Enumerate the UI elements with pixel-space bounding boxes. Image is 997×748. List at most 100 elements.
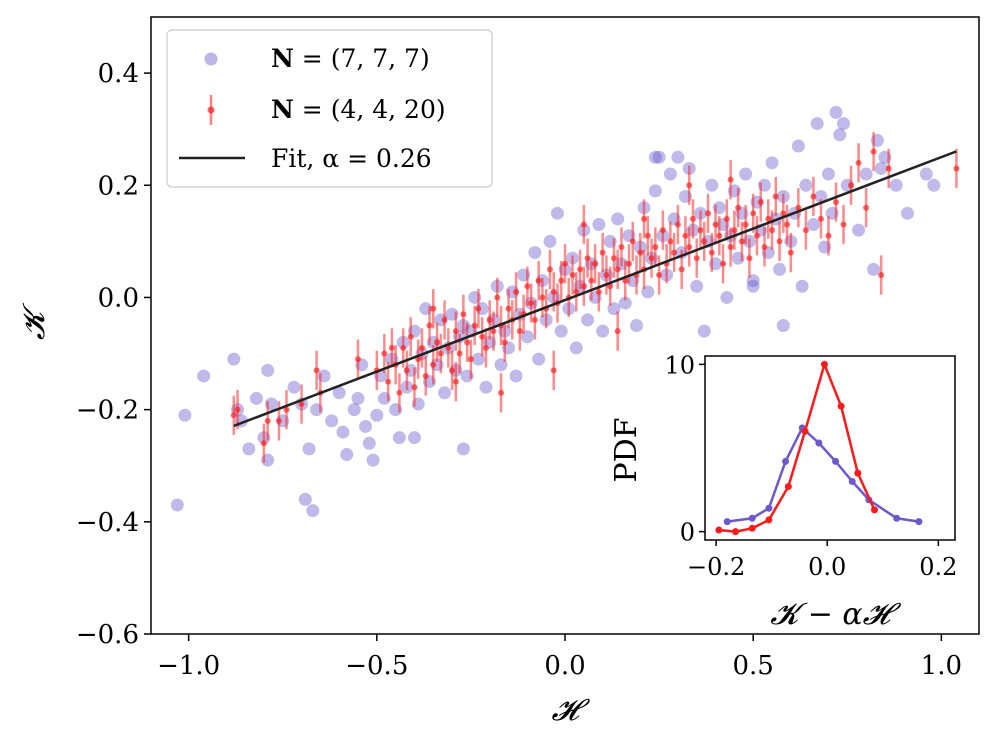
- purple-point: [178, 408, 192, 422]
- red-point: [840, 221, 847, 228]
- purple-point: [852, 223, 866, 237]
- red-point: [637, 249, 644, 256]
- purple-point: [821, 167, 835, 181]
- purple-point: [776, 319, 790, 332]
- inset-point: [832, 457, 840, 465]
- purple-point: [648, 150, 662, 164]
- purple-point: [837, 117, 851, 131]
- inset-y-axis-label: PDF: [609, 417, 644, 482]
- red-point: [422, 372, 429, 379]
- inset-point: [723, 518, 731, 526]
- red-point: [388, 344, 395, 351]
- red-point: [313, 367, 320, 374]
- legend-marker-red: [207, 106, 215, 114]
- y-tick-label: −0.2: [76, 396, 139, 426]
- red-point: [727, 243, 734, 250]
- inset-series-line: [718, 360, 876, 533]
- red-point: [513, 288, 520, 295]
- legend-marker-purple: [204, 52, 218, 66]
- legend-entry-1: N = (7, 7, 7): [271, 44, 430, 73]
- inset-point: [801, 427, 809, 435]
- red-point: [467, 356, 474, 363]
- red-point: [546, 266, 553, 273]
- purple-point: [532, 352, 546, 366]
- inset-x-axis-label: 𝓚 − α𝓗: [770, 597, 901, 632]
- red-point: [264, 417, 271, 424]
- red-point: [614, 266, 621, 273]
- inset-point: [837, 402, 845, 410]
- red-point: [603, 272, 610, 279]
- purple-point: [569, 341, 583, 355]
- red-point: [580, 221, 587, 228]
- red-point: [475, 305, 482, 312]
- purple-point: [671, 150, 685, 164]
- red-point: [558, 277, 565, 284]
- inset-point: [765, 516, 773, 524]
- inset-x-tick-label: 0.0: [808, 553, 846, 581]
- red-point: [569, 272, 576, 279]
- inset-point: [765, 504, 773, 512]
- red-point: [708, 249, 715, 256]
- red-point: [652, 243, 659, 250]
- red-point: [528, 300, 535, 307]
- purple-point: [739, 167, 753, 181]
- x-tick-label: 0.5: [733, 651, 774, 681]
- red-point: [550, 367, 557, 374]
- purple-point: [550, 206, 564, 220]
- red-point: [452, 378, 459, 385]
- purple-point: [618, 296, 632, 310]
- inset-plot-marks: [715, 360, 923, 536]
- red-point: [648, 255, 655, 262]
- purple-point: [302, 442, 316, 456]
- red-point: [716, 232, 723, 239]
- red-point: [426, 322, 433, 329]
- red-point: [396, 389, 403, 396]
- inset-point: [915, 518, 923, 526]
- red-point: [614, 328, 621, 335]
- purple-point: [227, 352, 241, 366]
- purple-point: [392, 431, 406, 445]
- red-point: [234, 406, 241, 413]
- red-point: [403, 367, 410, 374]
- red-point: [573, 288, 580, 295]
- purple-point: [332, 386, 346, 400]
- purple-point: [720, 290, 734, 304]
- red-point: [445, 344, 452, 351]
- purple-point: [438, 386, 452, 400]
- red-point: [584, 255, 591, 262]
- purple-point: [170, 498, 184, 512]
- red-point: [610, 255, 617, 262]
- x-tick-label: 0.0: [544, 651, 585, 681]
- red-point: [505, 305, 512, 312]
- red-point: [742, 221, 749, 228]
- red-point: [689, 215, 696, 222]
- red-point: [765, 215, 772, 222]
- red-point: [678, 266, 685, 273]
- purple-point: [306, 504, 320, 518]
- red-point: [731, 227, 738, 234]
- red-point: [776, 238, 783, 245]
- red-point: [659, 227, 666, 234]
- red-point: [456, 350, 463, 357]
- inset-point: [854, 469, 862, 477]
- purple-point: [554, 324, 568, 338]
- red-point: [260, 440, 267, 447]
- red-point: [667, 238, 674, 245]
- red-point: [411, 384, 418, 391]
- inset-point: [893, 514, 901, 522]
- red-point: [863, 204, 870, 211]
- red-point: [599, 249, 606, 256]
- red-point: [697, 227, 704, 234]
- purple-point: [340, 448, 354, 462]
- red-point: [464, 339, 471, 346]
- red-point: [723, 215, 730, 222]
- x-tick-label: −0.5: [345, 651, 408, 681]
- red-point: [516, 328, 523, 335]
- purple-point: [351, 391, 365, 405]
- purple-point: [867, 262, 881, 276]
- fit-line: [233, 150, 957, 428]
- red-point: [686, 182, 693, 189]
- purple-point: [370, 408, 384, 422]
- red-point: [787, 249, 794, 256]
- purple-point: [814, 189, 828, 203]
